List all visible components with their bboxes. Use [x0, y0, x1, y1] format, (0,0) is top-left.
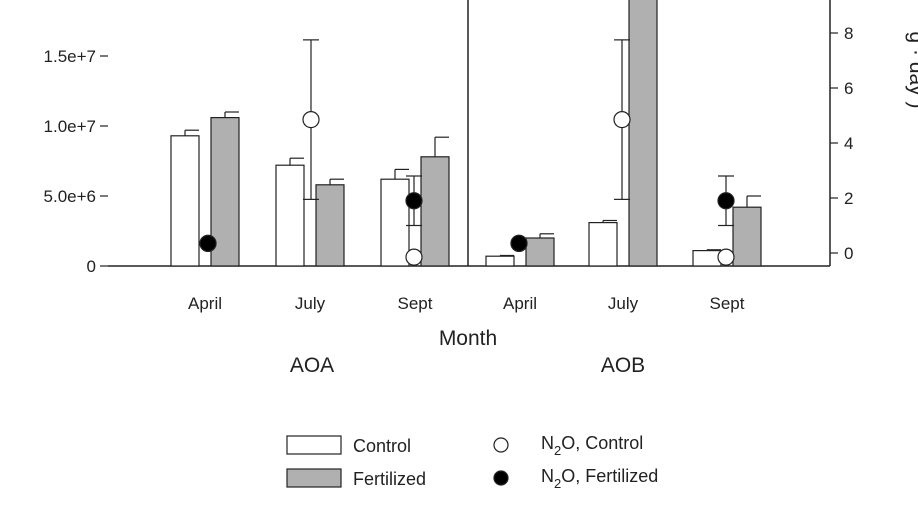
x-tick-label-sept: Sept [398, 294, 433, 313]
bars [170, 0, 762, 267]
left-y-tick-label: 5.0e+6 [44, 187, 96, 206]
legend-swatch-control [286, 435, 342, 455]
legend-label-fertilized: Fertilized [353, 469, 426, 489]
left-y-tick-label: 1.0e+7 [44, 117, 96, 136]
n2o-fertilized-point [199, 234, 217, 252]
right-y-tick-label: 6 [844, 79, 853, 98]
x-axis-label: Month [439, 327, 497, 350]
left-y-tick-label: 0 [87, 257, 96, 276]
panel-label-aoa: AOA [290, 354, 334, 377]
left-y-tick-label: 1.5e+7 [44, 47, 96, 66]
axes: 0 5.0e+6 1.0e+7 1.5e+7 0 2 4 6 8 April July Sept Apr… [44, 0, 853, 313]
legend-swatch-fertilized [286, 468, 342, 488]
fertilized-bar [315, 184, 345, 267]
chart-text: Month AOA AOB g · day ) [290, 31, 918, 377]
control-bar [380, 178, 410, 267]
n2o-control-point [717, 248, 735, 266]
right-y-tick-label: 0 [844, 244, 853, 263]
legend-label-n2o-fertilized: N2O, Fertilized [541, 466, 658, 491]
legend: Control Fertilized N2O, Control N2O, Fertil… [286, 433, 658, 491]
x-tick-label-july: July [608, 294, 639, 313]
right-y-tick-label: 4 [844, 134, 853, 153]
legend-label-n2o-control: N2O, Control [541, 433, 643, 458]
fertilized-bar [420, 156, 450, 267]
n2o-points [199, 39, 735, 266]
n2o-control-point [613, 111, 631, 129]
n2o-control-point [405, 248, 423, 266]
panel-label-aob: AOB [601, 354, 645, 377]
legend-marker-n2o-fertilized [493, 470, 509, 486]
n2o-fertilized-point [405, 192, 423, 210]
control-bar [485, 255, 515, 267]
n2o-control-point [302, 111, 320, 129]
right-y-tick-label: 8 [844, 24, 853, 43]
x-tick-label-july: July [295, 294, 326, 313]
fertilized-bar [628, 0, 658, 267]
control-bar [692, 250, 722, 267]
legend-label-control: Control [353, 436, 411, 456]
control-bar [275, 164, 305, 267]
n2o-fertilized-point [717, 192, 735, 210]
fertilized-bar [732, 206, 762, 267]
x-tick-label-april: April [503, 294, 537, 313]
x-tick-label-sept: Sept [710, 294, 745, 313]
n2o-fertilized-point [510, 234, 528, 252]
x-tick-label-april: April [188, 294, 222, 313]
fertilized-bar [525, 237, 555, 267]
control-bar [170, 135, 200, 267]
right-y-tick-label: 2 [844, 189, 853, 208]
right-axis-label: g · day ) [905, 31, 918, 108]
control-bar [588, 222, 618, 267]
legend-marker-n2o-control [493, 437, 509, 453]
